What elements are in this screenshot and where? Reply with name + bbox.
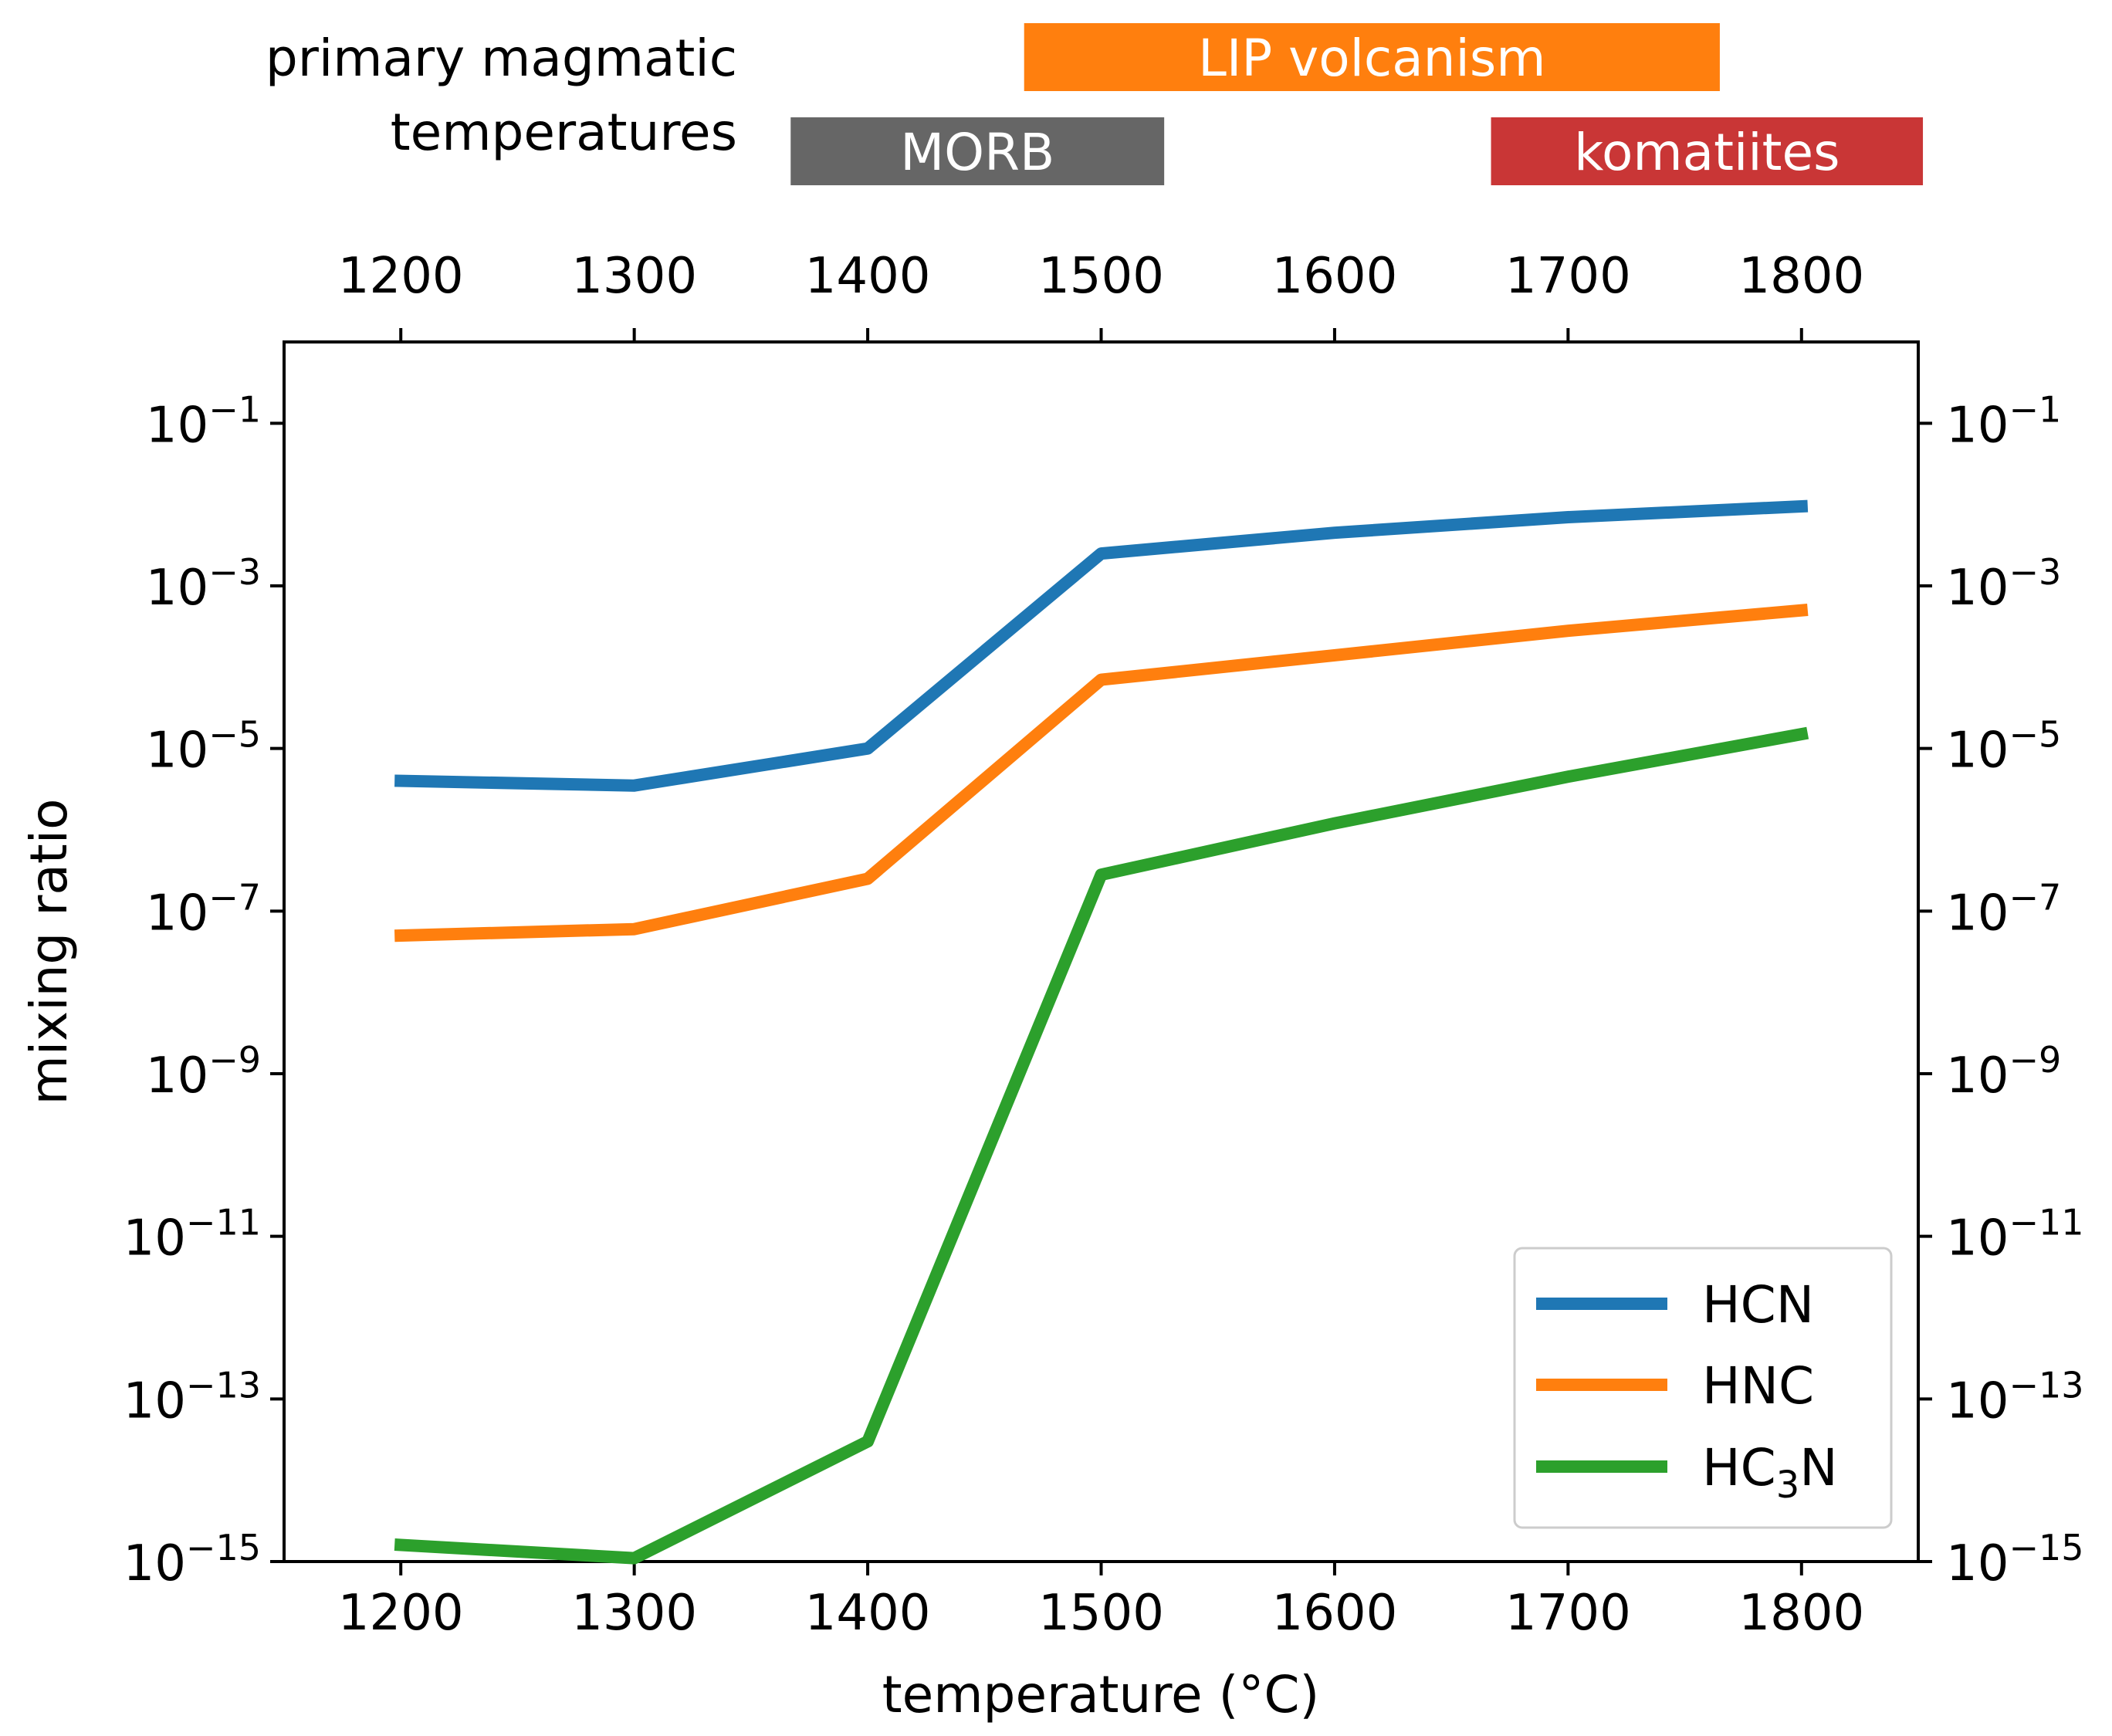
series-line-hcn xyxy=(394,499,1809,792)
x-tick-label: 1300 xyxy=(571,1585,697,1642)
right-tick-label: 10−7 xyxy=(1946,876,2061,942)
right-tick-label: 10−5 xyxy=(1946,714,2061,780)
legend: HCN HNC HC3N xyxy=(1513,1247,1893,1529)
top-tick-label: 1500 xyxy=(1038,248,1164,305)
legend-label-hnc: HNC xyxy=(1702,1356,1814,1416)
right-tick-label: 10−3 xyxy=(1946,551,2061,617)
x-tick-label: 1400 xyxy=(805,1585,931,1642)
top-tick-label: 1400 xyxy=(805,248,931,305)
y-tick-label: 10−5 xyxy=(146,714,261,780)
y-tick-label: 10−9 xyxy=(146,1039,261,1105)
series-lines xyxy=(394,499,1809,1565)
bands-title-line-2: temperatures xyxy=(391,103,737,162)
right-tick-label: 10−15 xyxy=(1946,1527,2084,1592)
top-tick-label: 1800 xyxy=(1738,248,1864,305)
x-axis-title: temperature (°C) xyxy=(882,1665,1319,1724)
band-label-morb: MORB xyxy=(900,123,1054,182)
y-tick-label: 10−3 xyxy=(146,551,261,617)
top-tick-label: 1600 xyxy=(1271,248,1397,305)
band-lip-volcanism xyxy=(1024,23,1720,91)
top-tick-label: 1200 xyxy=(338,248,464,305)
x-tick-label: 1500 xyxy=(1038,1585,1164,1642)
band-label-komatiites: komatiites xyxy=(1574,123,1840,182)
right-tick-label: 10−9 xyxy=(1946,1039,2061,1105)
top-tick-label: 1700 xyxy=(1505,248,1631,305)
right-tick-label: 10−13 xyxy=(1946,1364,2084,1430)
y-tick-label: 10−13 xyxy=(123,1364,261,1430)
x-tick-label: 1600 xyxy=(1271,1585,1397,1642)
series-line-hc3n xyxy=(394,726,1809,1565)
band-morb xyxy=(790,117,1165,185)
y-tick-label: 10−15 xyxy=(123,1527,261,1592)
top-axis: 1200 1300 1400 1500 1600 1700 1800 xyxy=(338,248,1864,342)
x-tick-label: 1200 xyxy=(338,1585,464,1642)
band-label-lip-volcanism: LIP volcanism xyxy=(1198,29,1545,88)
bottom-axis: 1200 1300 1400 1500 1600 1700 1800 xyxy=(338,1562,1864,1642)
x-tick-label: 1700 xyxy=(1505,1585,1631,1642)
top-tick-label: 1300 xyxy=(571,248,697,305)
right-tick-label: 10−11 xyxy=(1946,1202,2084,1267)
legend-box xyxy=(1513,1247,1893,1529)
left-axis: 10−1 10−3 10−5 10−7 10−9 10−11 10−13 10−15 xyxy=(123,388,284,1592)
y-tick-label: 10−11 xyxy=(123,1202,261,1267)
y-axis-title: mixing ratio xyxy=(19,799,79,1105)
right-axis: 10−1 10−3 10−5 10−7 10−9 10−11 10−13 10−15 xyxy=(1918,388,2084,1592)
legend-label-hc3n: HC3N xyxy=(1702,1438,1838,1507)
series-line-hnc xyxy=(394,604,1809,942)
x-tick-label: 1800 xyxy=(1738,1585,1864,1642)
bands-title-line-1: primary magmatic xyxy=(266,29,737,88)
right-tick-label: 10−1 xyxy=(1946,388,2061,454)
y-tick-label: 10−7 xyxy=(146,876,261,942)
band-komatiites xyxy=(1491,117,1924,185)
temperature-bands: LIP volcanism MORB komatiites xyxy=(790,23,1924,185)
y-tick-label: 10−1 xyxy=(146,388,261,454)
legend-label-hcn: HCN xyxy=(1702,1275,1814,1335)
